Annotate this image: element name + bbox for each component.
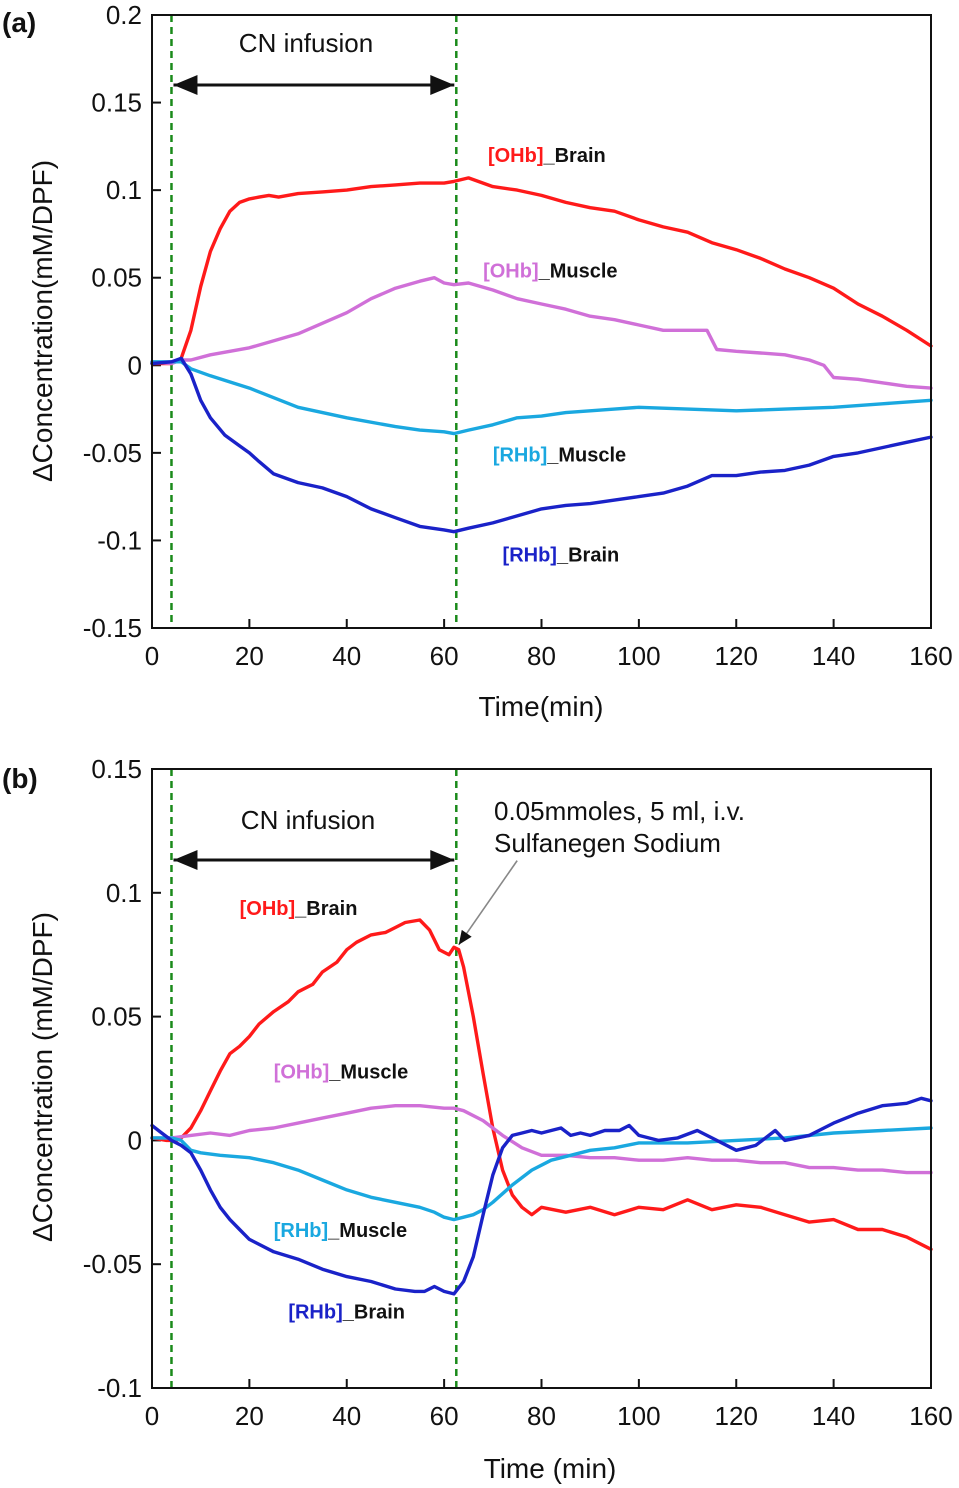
- panel-a-y-tick-label: 0.15: [91, 88, 142, 118]
- chart-panel-b: (b) 0 20 40 60 80 100 120 140 160-0.1-0.0500.050…: [2, 754, 953, 1484]
- panel-a-label-rhb-muscle: [RHb]_Muscle: [493, 445, 626, 467]
- panel-a-y-tick-label: 0.1: [106, 175, 142, 205]
- panel-a-series-rhb-brain: [150, 356, 933, 534]
- panel-b-x-tick-label: 40: [332, 1401, 361, 1431]
- panel-a-x-tick-label: 0: [145, 641, 159, 671]
- panel-a-x-tick-label: 80: [527, 641, 556, 671]
- panel-a-y-tick-label: 0.2: [106, 0, 142, 30]
- panel-a-x-tick-label: 40: [332, 641, 361, 671]
- panel-a-x-tick-label: 160: [909, 641, 952, 671]
- series-label-bracket: [OHb]: [483, 261, 539, 283]
- panel-b-plot-frame: [151, 768, 932, 1389]
- panel-a-x-tick-label: 140: [812, 641, 855, 671]
- series-label-suffix: _Brain: [342, 1302, 405, 1324]
- series-label-suffix: _Muscle: [327, 1220, 407, 1242]
- panel-a-x-tick-label: 60: [430, 641, 459, 671]
- panel-a-label-ohb-brain: [OHb]_Brain: [488, 145, 606, 167]
- panel-b-x-axis-title: Time (min): [484, 1453, 617, 1484]
- series-label-bracket: [RHb]: [503, 544, 557, 566]
- panel-a-series-ohb-muscle: [150, 276, 933, 390]
- panel-b-annotation-line-2: Sulfanegen Sodium: [494, 828, 721, 858]
- panel-b-series-ohb-brain: [150, 918, 933, 1251]
- panel-a-y-tick-label: 0.05: [91, 263, 142, 293]
- panel-b-series-ohb-muscle: [150, 1104, 933, 1175]
- panel-a-label-rhb-brain: [RHb]_Brain: [503, 544, 620, 566]
- panel-b-label-ohb-brain: [OHb]_Brain: [240, 898, 358, 920]
- series-label-bracket: [RHb]: [274, 1220, 328, 1242]
- panel-b-series-rhb-muscle: [150, 1126, 933, 1222]
- panel-a-y-tick-label: -0.15: [83, 613, 142, 643]
- panel-a-label-ohb-muscle: [OHb]_Muscle: [483, 261, 617, 283]
- series-label-bracket: [OHb]: [274, 1062, 330, 1084]
- panel-b-x-tick-label: 140: [812, 1401, 855, 1431]
- panel-a-x-axis-title: Time(min): [479, 691, 604, 722]
- panel-a-series-rhb-muscle: [150, 360, 933, 436]
- panel-b-label-ohb-muscle: [OHb]_Muscle: [274, 1062, 408, 1084]
- panel-b-label-rhb-brain: [RHb]_Brain: [288, 1302, 405, 1324]
- panel-b-x-tick-label: 160: [909, 1401, 952, 1431]
- series-label-suffix: _Muscle: [546, 445, 626, 467]
- panel-b-x-tick-label: 100: [617, 1401, 660, 1431]
- panel-a-label: (a): [2, 7, 36, 38]
- panel-a-y-tick-label: 0: [128, 350, 142, 380]
- panel-a-x-tick-label: 20: [235, 641, 264, 671]
- panel-b-annotation-arrow-head: [458, 929, 472, 945]
- panel-a-y-tick-label: -0.1: [97, 525, 142, 555]
- panel-b-y-tick-label: -0.1: [97, 1373, 142, 1403]
- panel-a-x-tick-label: 100: [617, 641, 660, 671]
- panel-b-x-tick-label: 80: [527, 1401, 556, 1431]
- panel-a-x-tick-label: 120: [715, 641, 758, 671]
- panel-b-y-axis-title: ΔConcentration (mM/DPF): [27, 912, 58, 1242]
- panel-a-infusion-label: CN infusion: [239, 28, 373, 58]
- panel-b-annotation-line-1: 0.05mmoles, 5 ml, i.v.: [494, 796, 745, 826]
- series-label-bracket: [RHb]: [288, 1302, 342, 1324]
- series-label-suffix: _Brain: [556, 544, 619, 566]
- series-label-bracket: [RHb]: [493, 445, 547, 467]
- panel-a-plot-frame: [151, 14, 932, 629]
- panel-b-infusion-label: CN infusion: [241, 805, 375, 835]
- panel-b-marks: 0 20 40 60 80 100 120 140 160 -0.1 -0.05 0 0.05 0.1 0.…: [83, 754, 953, 1431]
- panel-b-x-tick-label: 60: [430, 1401, 459, 1431]
- panel-b-x-tick-label: 0: [145, 1401, 159, 1431]
- chart-panel-a: (a) 0 20 40 60 80 100 120 140 160-0.15-0.1-0.050…: [2, 0, 953, 722]
- series-label-suffix: _Brain: [542, 145, 605, 167]
- panel-a-marks: 0 20 40 60 80 100 120 140 160 -0.15 -0.1 -0.05 0 0.05…: [83, 0, 953, 671]
- panel-a-infusion-arrow-left-head: [173, 75, 198, 95]
- panel-b-y-tick-label: 0.05: [91, 1002, 142, 1032]
- series-label-suffix: _Muscle: [538, 261, 618, 283]
- panel-b-label: (b): [2, 763, 38, 794]
- panel-b-y-tick-label: -0.05: [83, 1249, 142, 1279]
- panel-a-y-axis-title: ΔConcentration(mM/DPF): [27, 160, 58, 482]
- series-label-bracket: [OHb]: [488, 145, 544, 167]
- panel-b-x-tick-label: 120: [715, 1401, 758, 1431]
- panel-b-y-tick-label: 0.15: [91, 754, 142, 784]
- panel-b-label-rhb-muscle: [RHb]_Muscle: [274, 1220, 407, 1242]
- panel-a-series-ohb-brain: [150, 176, 933, 366]
- panel-b-y-tick-label: 0.1: [106, 878, 142, 908]
- panel-b-x-tick-label: 20: [235, 1401, 264, 1431]
- panel-b-y-tick-label: 0: [128, 1125, 142, 1155]
- panel-b-infusion-arrow-left-head: [173, 850, 198, 870]
- panel-b-annotation-arrow: [458, 860, 518, 946]
- series-label-bracket: [OHb]: [240, 898, 296, 920]
- panel-a-y-tick-label: -0.05: [83, 438, 142, 468]
- series-label-suffix: _Brain: [294, 898, 357, 920]
- series-label-suffix: _Muscle: [328, 1062, 408, 1084]
- panel-b-infusion-arrow-right-head: [430, 850, 455, 870]
- panel-a-infusion-arrow-right-head: [430, 75, 455, 95]
- panel-b-series-rhb-brain: [150, 1096, 933, 1296]
